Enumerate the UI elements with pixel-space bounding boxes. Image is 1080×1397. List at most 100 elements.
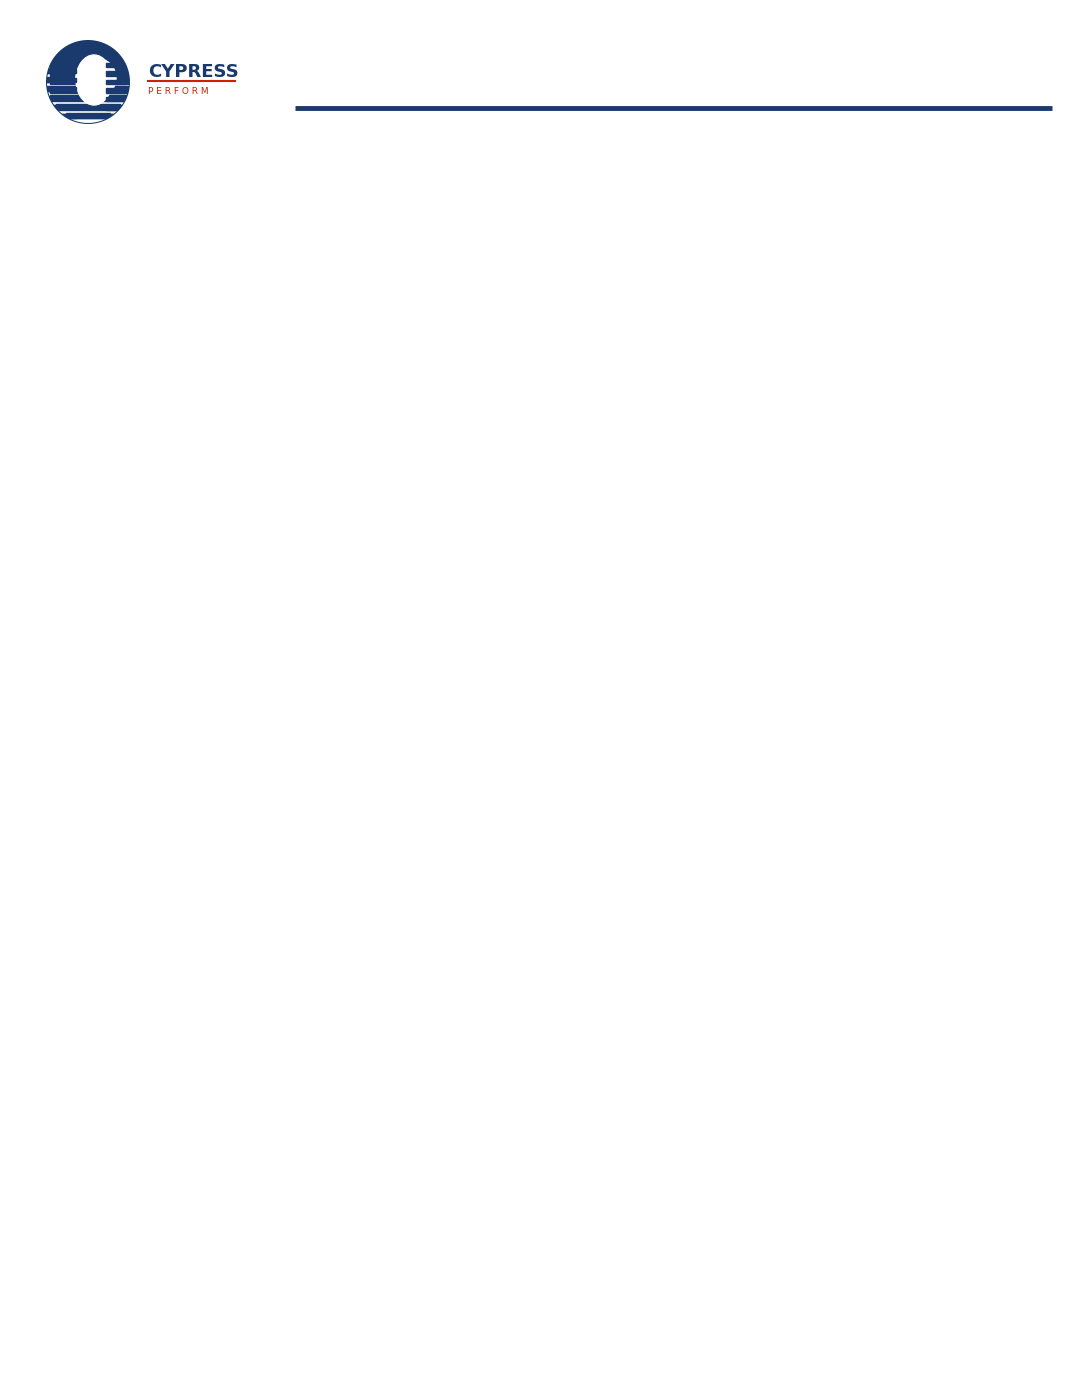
Bar [39, 400, 45, 407]
Bar [106, 113, 129, 117]
Bar [39, 490, 45, 496]
Bar [532, 177, 544, 184]
Text: RefLo: RefLo [800, 750, 823, 760]
Bar [50, 80, 126, 84]
Text: Document Number: 38-12018 Rev. *M: Document Number: 38-12018 Rev. *M [38, 1347, 251, 1356]
Bar [50, 54, 126, 59]
Text: AGND: AGND [800, 764, 825, 774]
Bar [46, 115, 76, 117]
Text: CY8C24094, CY8C24794: CY8C24094, CY8C24794 [590, 38, 981, 66]
Text: P2[2]: P2[2] [987, 331, 1010, 339]
Text: Switch control logic enables selected pins to precharge continu-
ously  under  h: Switch control logic enables selected pi… [453, 807, 819, 858]
Ellipse shape [76, 54, 112, 105]
Text: The Analog System is composed of 6 configurable blocks, each
comprised of an opa: The Analog System is composed of 6 confi… [38, 148, 407, 225]
Bar [56, 103, 120, 109]
Text: RefHi: RefHi [800, 736, 823, 746]
Text: Reference
Generators: Reference Generators [878, 753, 935, 773]
Text: Resources > Application Notes. In general, and unless otherwise
noted  in  the  : Resources > Application Notes. In genera… [453, 989, 821, 1025]
Bar [46, 52, 76, 54]
Bar [685, 627, 765, 659]
Bar [50, 105, 126, 109]
Bar [39, 303, 45, 309]
Text: P0[3]: P0[3] [490, 228, 513, 236]
Text: Refn: Refn [946, 750, 966, 760]
Text: Block
Array: Block Array [541, 634, 573, 655]
Bar [46, 60, 76, 64]
Text: P0[4]: P0[4] [987, 205, 1010, 215]
Text: P2[6]: P2[6] [987, 285, 1010, 295]
Bar [50, 113, 126, 117]
Bar [39, 341, 45, 348]
Bar [39, 251, 45, 257]
Text: Many other topologies possible: Many other topologies possible [55, 535, 233, 545]
Text: Chip-wide mux that allows analog input from up to 48 I/O pins.: Chip-wide mux that allows analog input f… [469, 897, 827, 907]
Text: 1.3V reference (as a System Resource): 1.3V reference (as a System Resource) [55, 437, 276, 447]
Bar [516, 177, 528, 184]
Bar [39, 451, 45, 457]
Text: > Design: > Design [807, 975, 863, 985]
Text: P2[1]: P2[1] [490, 331, 513, 339]
Text: ACI0[1:0]: ACI0[1:0] [599, 420, 642, 429]
Text: AGNDn  Refn: AGNDn Refn [947, 240, 957, 289]
Text: P0[2]: P0[2] [987, 228, 1010, 236]
Bar [50, 96, 126, 101]
Bar [39, 432, 45, 439]
Text: Figure 3-2.   Analog System Block Diagram: Figure 3-2. Analog System Block Diagram [512, 130, 834, 142]
Text: Interface to
Digital System: Interface to Digital System [513, 746, 588, 764]
Bar [46, 87, 76, 91]
Bar [595, 588, 675, 620]
Text: 3.1  The Analog System: 3.1 The Analog System [38, 130, 252, 145]
Bar [106, 96, 129, 101]
Text: Peak Detectors: Peak Detectors [55, 515, 141, 525]
Bar [453, 893, 459, 898]
Bar [106, 80, 129, 84]
Bar [685, 666, 765, 698]
Text: ASD11: ASD11 [708, 638, 741, 648]
Bar [56, 50, 120, 54]
Text: Comparators (up to 2, with 16 selectable thresholds): Comparators (up to 2, with 16 selectable… [55, 346, 356, 356]
Circle shape [50, 43, 126, 120]
FancyBboxPatch shape [545, 379, 940, 468]
Text: Amplifiers (up to 2, with selectable gain to 48x): Amplifiers (up to 2, with selectable gai… [55, 307, 327, 317]
Polygon shape [727, 439, 757, 450]
Bar [39, 284, 45, 289]
Text: DTMF Dialer: DTMF Dialer [55, 457, 124, 467]
Bar [575, 408, 665, 443]
Bar [525, 370, 960, 570]
Bar [106, 54, 129, 59]
Text: All IO: All IO [539, 159, 562, 168]
Bar [50, 59, 126, 64]
Bar [39, 471, 45, 476]
Text: Bandgap: Bandgap [928, 764, 966, 774]
Bar [46, 42, 76, 46]
Text: 3.0.1  The Analog Multiplexer System: 3.0.1 The Analog Multiplexer System [453, 672, 687, 685]
Circle shape [76, 59, 116, 98]
Bar [50, 46, 126, 50]
Text: Modulators: Modulators [55, 476, 119, 486]
Text: P0[6]: P0[6] [987, 183, 1010, 193]
Text: Analog
Mux Bus: Analog Mux Bus [920, 246, 940, 284]
Text: P2[4]: P2[4] [987, 309, 1010, 317]
Text: Crosspoint connection between any I/O pin combinations.: Crosspoint connection between any I/O pi… [469, 916, 798, 928]
Bar [595, 627, 675, 659]
Bar [500, 728, 600, 782]
Bar [106, 105, 129, 109]
Bar [548, 177, 561, 184]
Bar [596, 177, 608, 184]
Bar [595, 666, 675, 698]
Bar [453, 912, 459, 918]
Bar [580, 177, 592, 184]
Text: The Analog Mux Bus can connect to every GPI/O pin in ports 0-5.
Pins are connect: The Analog Mux Bus can connect to every … [453, 690, 826, 780]
Bar [106, 46, 129, 50]
Bar [495, 292, 1010, 672]
Bar [820, 408, 910, 443]
Text: ACB01: ACB01 [708, 599, 741, 609]
Bar [106, 63, 129, 67]
Text: ACB00: ACB00 [619, 599, 651, 609]
Text: When  designing  capacitive  sensing  applications,  refer  to  the
latest  sign: When designing capacitive sensing applic… [453, 947, 823, 983]
Circle shape [46, 41, 130, 124]
Bar [39, 321, 45, 328]
Circle shape [46, 41, 130, 124]
Bar [46, 77, 130, 82]
Bar [453, 872, 459, 877]
